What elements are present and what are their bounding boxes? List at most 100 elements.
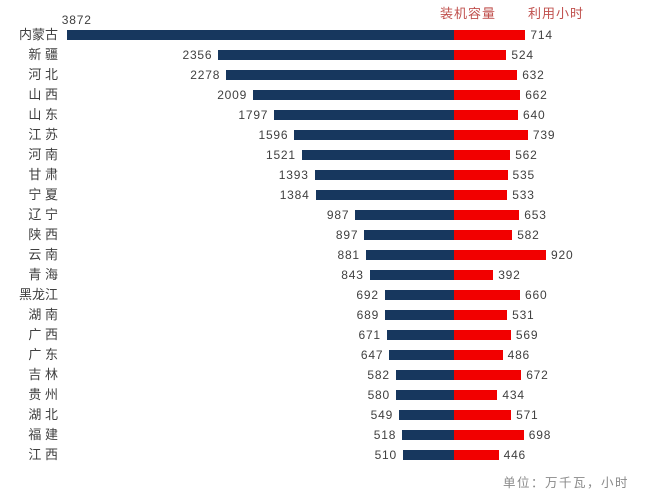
capacity-bar (274, 110, 454, 120)
category-label: 江 苏 (28, 127, 58, 142)
capacity-value: 1393 (278, 168, 309, 182)
capacity-value: 1521 (265, 148, 296, 162)
hours-bar (454, 270, 494, 280)
series-header-capacity: 装机容量 (439, 6, 496, 21)
capacity-bar (384, 290, 454, 300)
capacity-value: 671 (358, 328, 381, 342)
chart-row: 湖 北 549 571 (0, 405, 657, 425)
hours-value: 535 (512, 168, 535, 182)
category-label: 云 南 (28, 247, 58, 262)
chart-row: 陕 西 897 582 (0, 225, 657, 245)
capacity-value: 843 (341, 268, 364, 282)
hours-value: 920 (551, 248, 574, 262)
capacity-value: 2356 (182, 48, 213, 62)
capacity-value: 518 (373, 428, 397, 442)
chart-row: 河 南 1521 562 (0, 145, 657, 165)
hours-value: 392 (498, 268, 521, 282)
hours-value: 533 (512, 188, 535, 202)
capacity-bar (399, 410, 454, 420)
capacity-bar (66, 30, 454, 40)
hours-bar (454, 210, 520, 220)
hours-value: 446 (503, 448, 527, 462)
chart-row: 云 南 881 920 (0, 245, 657, 265)
chart-row: 辽 宁 987 653 (0, 205, 657, 225)
hours-value: 698 (528, 428, 552, 442)
hours-bar (454, 110, 518, 120)
capacity-bar (315, 190, 454, 200)
unit-note: 单位：万千瓦，小时 (502, 476, 629, 490)
hours-value: 632 (522, 68, 545, 82)
capacity-bar (369, 270, 454, 280)
chart-row: 吉 林 582 672 (0, 365, 657, 385)
capacity-value: 3872 (61, 13, 92, 27)
chart-row: 广 西 671 569 (0, 325, 657, 345)
chart-row: 河 北 2278 632 (0, 65, 657, 85)
series-header-hours: 利用小时 (527, 6, 584, 21)
capacity-value: 897 (335, 228, 359, 242)
capacity-bar (396, 390, 454, 400)
capacity-value: 510 (374, 448, 397, 462)
chart-row: 内蒙古 3872 714 (0, 13, 657, 45)
category-label: 湖 北 (28, 407, 58, 422)
category-label: 广 东 (28, 347, 58, 362)
capacity-value: 987 (326, 208, 350, 222)
category-label: 青 海 (28, 267, 58, 282)
capacity-bar (226, 70, 454, 80)
capacity-value: 549 (370, 408, 394, 422)
capacity-value: 582 (367, 368, 390, 382)
hours-bar (454, 450, 499, 460)
capacity-bar (402, 430, 454, 440)
capacity-bar (301, 150, 454, 160)
capacity-bar (395, 370, 454, 380)
chart-row: 江 苏 1596 739 (0, 125, 657, 145)
hours-value: 640 (523, 108, 546, 122)
chart-row: 福 建 518 698 (0, 425, 657, 445)
hours-value: 434 (502, 388, 525, 402)
hours-value: 571 (516, 408, 539, 422)
hours-value: 714 (530, 28, 553, 42)
capacity-bar (218, 50, 454, 60)
category-label: 贵 州 (28, 387, 58, 402)
chart-row: 黑龙江 692 660 (0, 285, 657, 305)
category-label: 山 西 (28, 87, 58, 102)
hours-value: 739 (532, 128, 556, 142)
hours-bar (454, 90, 521, 100)
hours-value: 672 (526, 368, 549, 382)
hours-bar (454, 310, 508, 320)
category-label: 福 建 (28, 427, 58, 442)
hours-bar (454, 190, 508, 200)
capacity-value: 692 (356, 288, 379, 302)
hours-bar (454, 350, 503, 360)
hours-bar (454, 70, 518, 80)
hours-bar (454, 370, 522, 380)
chart-row: 山 西 2009 662 (0, 85, 657, 105)
hours-value: 660 (525, 288, 548, 302)
hours-value: 486 (507, 348, 531, 362)
category-label: 甘 肃 (28, 167, 58, 182)
category-label: 新 疆 (28, 47, 58, 62)
hours-bar (454, 150, 511, 160)
hours-bar (454, 30, 526, 40)
capacity-bar (365, 250, 454, 260)
category-label: 黑龙江 (18, 287, 58, 302)
hours-value: 662 (525, 88, 548, 102)
chart-row: 宁 夏 1384 533 (0, 185, 657, 205)
chart-row: 广 东 647 486 (0, 345, 657, 365)
hours-value: 531 (512, 308, 535, 322)
hours-bar (454, 50, 507, 60)
category-label: 吉 林 (28, 367, 58, 382)
hours-bar (454, 430, 524, 440)
category-label: 山 东 (28, 107, 58, 122)
capacity-value: 580 (367, 388, 390, 402)
category-label: 河 南 (28, 147, 58, 162)
capacity-bar (385, 310, 454, 320)
chart-row: 新 疆 2356 524 (0, 45, 657, 65)
category-label: 广 西 (28, 327, 58, 342)
capacity-bar (294, 130, 454, 140)
hours-value: 524 (511, 48, 534, 62)
capacity-value: 881 (337, 248, 360, 262)
category-label: 宁 夏 (28, 187, 58, 202)
category-label: 内蒙古 (18, 27, 58, 42)
hours-value: 582 (517, 228, 540, 242)
